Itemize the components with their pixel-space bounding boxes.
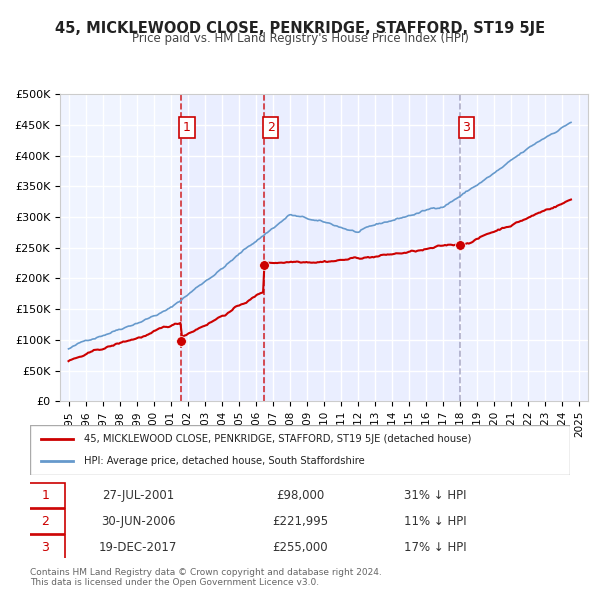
Bar [460,94,588,401]
Bar [181,94,264,401]
Bar [264,94,460,401]
Text: 11% ↓ HPI: 11% ↓ HPI [404,515,466,528]
Text: HPI: Average price, detached house, South Staffordshire: HPI: Average price, detached house, Sout… [84,456,365,466]
Text: 45, MICKLEWOOD CLOSE, PENKRIDGE, STAFFORD, ST19 5JE: 45, MICKLEWOOD CLOSE, PENKRIDGE, STAFFOR… [55,21,545,35]
Text: 27-JUL-2001: 27-JUL-2001 [102,489,174,502]
Text: 17% ↓ HPI: 17% ↓ HPI [404,542,466,555]
Text: 1: 1 [183,121,191,134]
FancyBboxPatch shape [30,425,570,475]
FancyBboxPatch shape [25,535,65,560]
Text: £98,000: £98,000 [276,489,324,502]
Text: 45, MICKLEWOOD CLOSE, PENKRIDGE, STAFFORD, ST19 5JE (detached house): 45, MICKLEWOOD CLOSE, PENKRIDGE, STAFFOR… [84,434,472,444]
Text: This data is licensed under the Open Government Licence v3.0.: This data is licensed under the Open Gov… [30,578,319,587]
Text: £221,995: £221,995 [272,515,328,528]
Text: 2: 2 [41,515,49,528]
Text: 31% ↓ HPI: 31% ↓ HPI [404,489,466,502]
Text: Contains HM Land Registry data © Crown copyright and database right 2024.: Contains HM Land Registry data © Crown c… [30,568,382,576]
Text: 30-JUN-2006: 30-JUN-2006 [101,515,175,528]
Text: 2: 2 [267,121,275,134]
Text: 1: 1 [41,489,49,502]
Text: 3: 3 [41,542,49,555]
Text: 3: 3 [463,121,470,134]
Text: 19-DEC-2017: 19-DEC-2017 [99,542,177,555]
FancyBboxPatch shape [25,509,65,535]
Text: Price paid vs. HM Land Registry's House Price Index (HPI): Price paid vs. HM Land Registry's House … [131,32,469,45]
FancyBboxPatch shape [25,483,65,508]
Text: £255,000: £255,000 [272,542,328,555]
